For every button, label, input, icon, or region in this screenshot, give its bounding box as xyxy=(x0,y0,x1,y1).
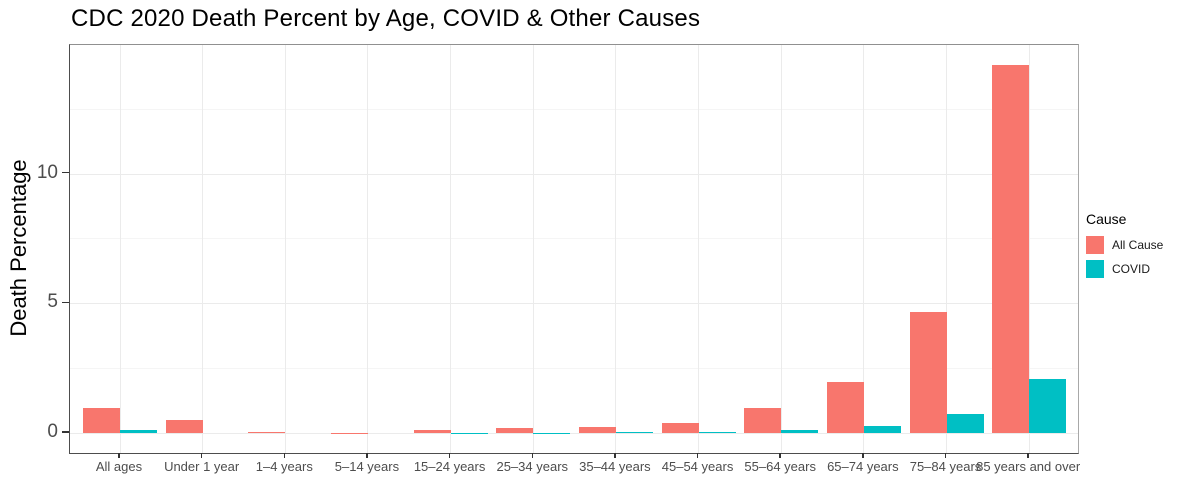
y-tick xyxy=(62,301,69,303)
gridline-major-x xyxy=(780,45,782,453)
x-tick-label: 15–24 years xyxy=(413,459,486,474)
y-tick-label: 0 xyxy=(47,421,58,442)
x-tick xyxy=(531,453,533,458)
x-tick xyxy=(614,453,616,458)
x-tick xyxy=(448,453,451,458)
bar-all-cause-11 xyxy=(909,312,947,433)
bar-covid-11 xyxy=(946,414,984,433)
legend-title: Cause xyxy=(1086,211,1127,227)
legend-swatch-all-cause xyxy=(1086,236,1104,254)
x-tick xyxy=(944,453,947,458)
gridline-major-y xyxy=(70,303,1078,305)
x-tick xyxy=(118,453,120,458)
bar-covid-10 xyxy=(863,425,901,433)
gridline-minor-y xyxy=(70,108,1078,110)
bar-all-cause-8 xyxy=(661,422,699,433)
legend-items: All Cause COVID xyxy=(1086,236,1200,278)
bar-covid-8 xyxy=(698,431,736,433)
legend-item: COVID xyxy=(1086,259,1200,278)
x-tick-label: All ages xyxy=(95,459,143,474)
bar-all-cause-6 xyxy=(496,428,534,433)
bar-all-cause-9 xyxy=(744,408,782,433)
x-tick xyxy=(200,453,203,458)
y-tick xyxy=(62,171,69,174)
x-tick-label: 75–84 years xyxy=(909,459,982,474)
y-tick-label: 10 xyxy=(36,161,58,183)
gridline-major-x xyxy=(202,45,204,453)
x-tick-label: 65–74 years xyxy=(827,459,899,474)
bar-all-cause-7 xyxy=(578,426,616,433)
gridline-major-x xyxy=(698,45,700,453)
x-tick-label: 85 years and over xyxy=(976,459,1081,474)
x-tick-label: Under 1 year xyxy=(164,459,240,474)
legend-swatch-covid xyxy=(1086,259,1104,278)
legend-label: All Cause xyxy=(1112,238,1164,252)
bar-covid-1 xyxy=(120,429,157,433)
x-tick-label: 55–64 years xyxy=(744,459,816,474)
x-tick-label: 45–54 years xyxy=(661,459,734,474)
x-tick-label: 5–14 years xyxy=(334,459,400,474)
x-tick xyxy=(1027,453,1029,458)
bar-all-cause-10 xyxy=(826,382,864,433)
x-tick xyxy=(779,453,781,458)
x-tick-label: 25–34 years xyxy=(496,459,569,474)
gridline-minor-y xyxy=(70,368,1078,370)
bar-all-cause-5 xyxy=(413,430,451,433)
plot-panel xyxy=(69,44,1079,454)
bar-covid-7 xyxy=(615,432,653,433)
gridline-major-x xyxy=(450,45,452,453)
x-tick-label: 1–4 years xyxy=(255,459,313,474)
bar-all-cause-1 xyxy=(83,408,120,433)
x-tick xyxy=(696,453,699,458)
gridline-major-x xyxy=(615,45,617,453)
bar-all-cause-12 xyxy=(992,64,1030,433)
legend-label: COVID xyxy=(1112,261,1151,276)
bar-covid-9 xyxy=(781,430,819,433)
bar-all-cause-3 xyxy=(248,432,286,433)
x-tick-label: 35–44 years xyxy=(579,459,651,474)
gridline-major-y xyxy=(70,173,1078,175)
gridline-major-x xyxy=(367,45,369,453)
legend: Cause All Cause COVID xyxy=(1086,211,1200,283)
gridline-major-x xyxy=(863,45,865,453)
bar-covid-12 xyxy=(1029,378,1067,433)
gridline-major-x xyxy=(946,45,947,453)
y-tick-label: 5 xyxy=(47,291,58,313)
gridline-major-x xyxy=(532,45,534,453)
bar-all-cause-2 xyxy=(165,420,203,433)
gridline-major-x xyxy=(284,45,286,453)
chart-title: CDC 2020 Death Percent by Age, COVID & O… xyxy=(71,5,701,32)
gridline-major-y xyxy=(70,433,1078,434)
x-tick xyxy=(366,453,368,458)
x-tick xyxy=(862,453,864,458)
gridline-major-x xyxy=(1028,45,1030,453)
y-tick xyxy=(62,431,69,433)
legend-item: All Cause xyxy=(1086,236,1200,254)
x-tick xyxy=(283,453,286,458)
gridline-minor-y xyxy=(70,238,1078,240)
gridline-major-x xyxy=(119,45,121,453)
